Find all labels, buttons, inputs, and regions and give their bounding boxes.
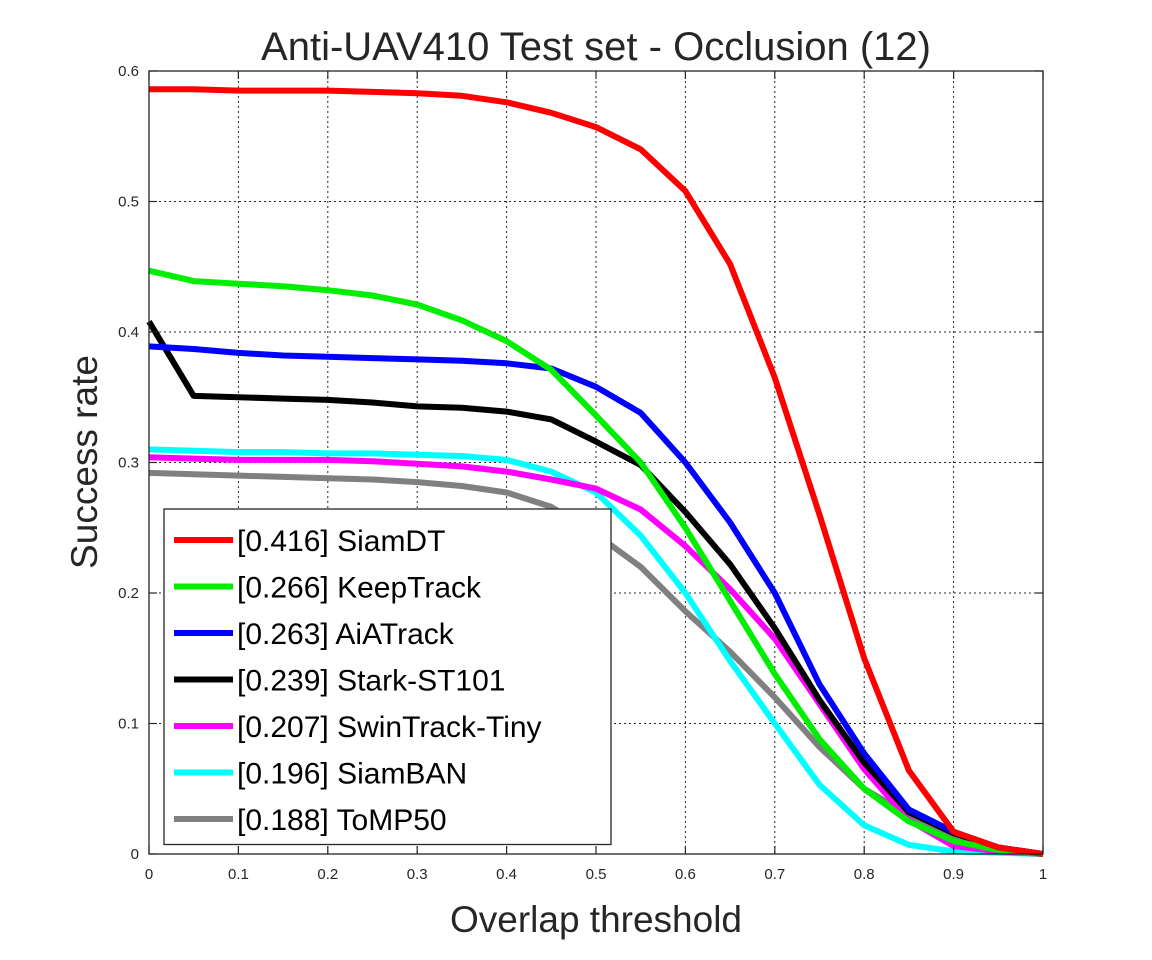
legend-entry: [0.263] AiATrack: [237, 618, 455, 651]
x-tick-label: 0.3: [407, 866, 428, 883]
chart-title: Anti-UAV410 Test set - Occlusion (12): [261, 25, 931, 69]
y-tick-label: 0.1: [118, 716, 139, 733]
x-tick-label: 0: [145, 866, 153, 883]
x-tick-label: 0.5: [586, 866, 607, 883]
x-tick-label: 0.6: [675, 866, 696, 883]
x-tick-label: 1: [1039, 866, 1047, 883]
legend-box: [163, 508, 612, 846]
y-tick-label: 0.6: [118, 63, 139, 80]
x-axis-label: Overlap threshold: [450, 899, 742, 940]
axis-ticks: 0 0.1 0.2 0.3 0.4 0.5 0.6 0.7 0.8 0.9 1 0 0.1 0.2 0.3 0…: [118, 63, 1047, 883]
y-tick-label: 0.5: [118, 194, 139, 211]
x-tick-label: 0.9: [943, 866, 964, 883]
x-tick-label: 0.7: [764, 866, 785, 883]
y-tick-label: 0.2: [118, 585, 139, 602]
series-line-5: [148, 446, 1044, 857]
y-tick-label: 0: [131, 846, 139, 863]
x-tick-label: 0.2: [317, 866, 338, 883]
series-line-1: [148, 267, 1044, 857]
x-tick-label: 0.4: [496, 866, 517, 883]
legend-entry: [0.239] Stark-ST101: [237, 665, 505, 698]
x-tick-label: 0.1: [228, 866, 249, 883]
legend-entry: [0.416] SiamDT: [237, 525, 445, 558]
series-line-4: [148, 454, 1044, 857]
series-line-2: [148, 343, 1044, 857]
series-line-0: [149, 86, 1044, 857]
legend-entry: [0.196] SiamBAN: [237, 758, 467, 791]
x-tick-label: 0.8: [854, 866, 875, 883]
y-tick-label: 0.3: [118, 455, 139, 472]
legend-entry: [0.207] SwinTrack-Tiny: [237, 711, 542, 744]
y-axis-label: Success rate: [64, 355, 105, 569]
legend: [0.416] SiamDT [0.266] KeepTrack [0.263] A…: [163, 508, 612, 846]
y-tick-label: 0.4: [118, 324, 139, 341]
legend-entry: [0.266] KeepTrack: [237, 572, 482, 605]
series-lines: [146, 86, 1044, 857]
legend-entry: [0.188] ToMP50: [237, 804, 447, 837]
